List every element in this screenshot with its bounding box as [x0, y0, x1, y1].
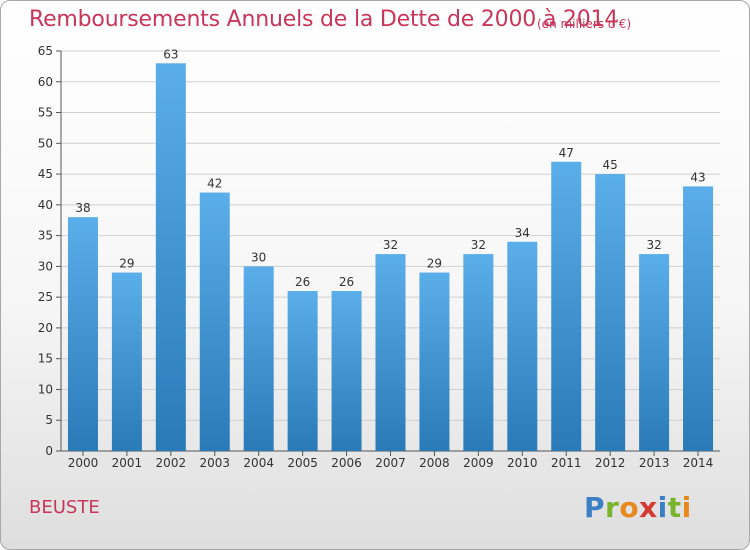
x-tick-label: 2006 — [331, 456, 362, 470]
bar — [595, 174, 626, 452]
logo-letter: x — [639, 491, 658, 524]
data-label: 34 — [515, 226, 530, 240]
data-label: 32 — [646, 238, 661, 252]
bar — [155, 63, 186, 452]
y-tick-label: 60 — [38, 75, 53, 89]
x-tick-label: 2001 — [112, 456, 143, 470]
y-tick-label: 40 — [38, 198, 53, 212]
chart-title: Remboursements Annuels de la Dette de 20… — [29, 7, 619, 32]
commune-name: BEUSTE — [29, 497, 100, 518]
data-label: 45 — [603, 158, 618, 172]
data-label: 29 — [427, 257, 442, 271]
y-tick-label: 5 — [45, 413, 53, 427]
x-tick-label: 2003 — [199, 456, 230, 470]
data-label: 42 — [207, 177, 222, 191]
bar — [67, 217, 98, 451]
bar — [551, 161, 582, 451]
y-tick-label: 10 — [38, 382, 53, 396]
y-tick-label: 15 — [38, 352, 53, 366]
x-tick-label: 2010 — [507, 456, 538, 470]
logo-letter: t — [667, 491, 682, 524]
bar — [419, 272, 450, 451]
y-tick-label: 55 — [38, 106, 53, 120]
y-tick-label: 20 — [38, 321, 53, 335]
y-tick-label: 65 — [38, 44, 53, 58]
logo-letter: r — [605, 491, 620, 524]
x-tick-label: 2008 — [419, 456, 450, 470]
x-tick-label: 2011 — [551, 456, 582, 470]
bar — [243, 266, 274, 451]
x-tick-label: 2000 — [68, 456, 99, 470]
x-tick-label: 2012 — [595, 456, 626, 470]
data-label: 29 — [119, 257, 134, 271]
x-tick-label: 2014 — [683, 456, 714, 470]
data-label: 30 — [251, 250, 266, 264]
chart-subtitle: (en milliers d'€) — [537, 17, 632, 31]
y-tick-label: 35 — [38, 229, 53, 243]
bar — [199, 192, 230, 452]
logo-letter: o — [619, 491, 640, 524]
x-tick-label: 2009 — [463, 456, 494, 470]
proxiti-logo[interactable]: Proxiti — [584, 491, 692, 524]
bar — [287, 291, 318, 451]
y-tick-label: 0 — [45, 444, 53, 458]
logo-letter: P — [584, 491, 606, 524]
data-label: 38 — [75, 201, 90, 215]
x-tick-label: 2007 — [375, 456, 406, 470]
bar — [683, 186, 714, 451]
data-label: 43 — [690, 170, 705, 184]
logo-letter: i — [657, 491, 668, 524]
x-tick-label: 2005 — [287, 456, 318, 470]
x-tick-label: 2002 — [156, 456, 187, 470]
data-label: 26 — [295, 275, 310, 289]
y-tick-label: 50 — [38, 136, 53, 150]
data-label: 47 — [559, 146, 574, 160]
y-tick-label: 45 — [38, 167, 53, 181]
logo-letter: i — [681, 491, 692, 524]
bar — [375, 254, 406, 451]
y-tick-label: 25 — [38, 290, 53, 304]
bar — [639, 254, 670, 451]
data-label: 32 — [383, 238, 398, 252]
data-label: 26 — [339, 275, 354, 289]
data-label: 32 — [471, 238, 486, 252]
bar — [507, 241, 538, 451]
x-tick-label: 2004 — [243, 456, 274, 470]
bar — [463, 254, 494, 451]
bar — [331, 291, 362, 451]
y-tick-label: 30 — [38, 259, 53, 273]
data-label: 63 — [163, 47, 178, 61]
bar — [111, 272, 142, 451]
x-tick-label: 2013 — [639, 456, 670, 470]
